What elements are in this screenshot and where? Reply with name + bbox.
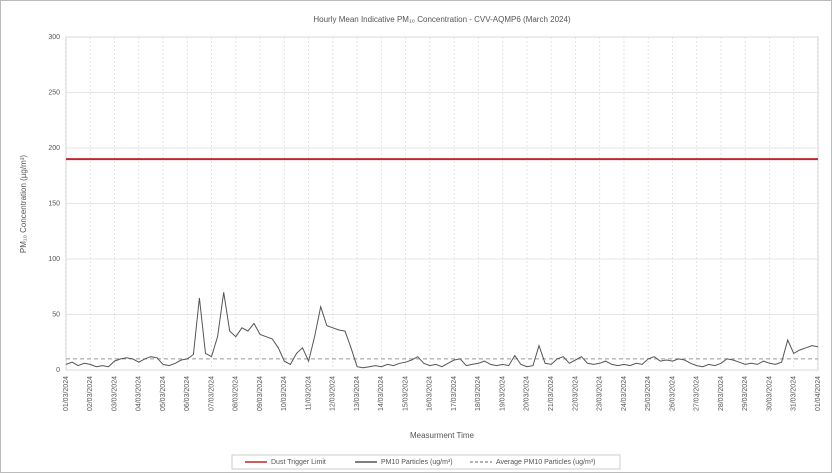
x-tick-label: 09/03/2024 (257, 376, 264, 411)
x-tick-label: 03/03/2024 (111, 376, 118, 411)
x-tick-label: 10/03/2024 (281, 376, 288, 411)
x-tick-label: 24/03/2024 (621, 376, 628, 411)
x-tick-label: 31/03/2024 (791, 376, 798, 411)
x-tick-label: 01/03/2024 (63, 376, 70, 411)
x-tick-label: 01/04/2024 (815, 376, 822, 411)
x-tick-label: 18/03/2024 (475, 376, 482, 411)
x-axis-label: Measurment Time (410, 431, 475, 440)
x-tick-label: 16/03/2024 (427, 376, 434, 411)
x-tick-label: 25/03/2024 (645, 376, 652, 411)
y-tick-label: 300 (48, 34, 60, 41)
chart-title: Hourly Mean Indicative PM₁₀ Concentratio… (313, 15, 571, 24)
x-tick-label: 19/03/2024 (499, 376, 506, 411)
x-tick-label: 04/03/2024 (136, 376, 143, 411)
x-tick-label: 30/03/2024 (766, 376, 773, 411)
y-tick-label: 100 (48, 256, 60, 263)
x-tick-label: 23/03/2024 (597, 376, 604, 411)
legend-label: Dust Trigger Limit (271, 459, 326, 466)
x-tick-label: 14/03/2024 (378, 376, 385, 411)
y-axis-label: PM₁₀ Concentration (µg/m³) (19, 155, 28, 254)
x-tick-label: 12/03/2024 (330, 376, 337, 411)
x-tick-label: 13/03/2024 (354, 376, 361, 411)
x-tick-label: 02/03/2024 (87, 376, 94, 411)
y-tick-label: 250 (48, 89, 60, 96)
y-tick-label: 200 (48, 145, 60, 152)
x-tick-label: 27/03/2024 (694, 376, 701, 411)
x-tick-label: 05/03/2024 (160, 376, 167, 411)
x-tick-label: 22/03/2024 (572, 376, 579, 411)
data-line (65, 292, 819, 369)
y-tick-label: 150 (48, 200, 60, 207)
x-tick-label: 28/03/2024 (718, 376, 725, 411)
x-tick-label: 29/03/2024 (742, 376, 749, 411)
x-tick-label: 07/03/2024 (208, 376, 215, 411)
x-tick-label: 11/03/2024 (305, 376, 312, 411)
y-tick-label: 50 (52, 311, 60, 318)
x-tick-label: 26/03/2024 (669, 376, 676, 411)
legend-label: PM10 Particles (ug/m³) (381, 459, 453, 466)
x-tick-label: 21/03/2024 (548, 376, 555, 411)
x-tick-label: 06/03/2024 (184, 376, 191, 411)
y-tick-label: 0 (56, 367, 60, 374)
x-tick-label: 08/03/2024 (233, 376, 240, 411)
x-tick-label: 17/03/2024 (451, 376, 458, 411)
legend-box (231, 454, 621, 470)
x-tick-label: 20/03/2024 (524, 376, 531, 411)
legend-label: Average PM10 Particles (ug/m³) (496, 459, 595, 466)
x-tick-label: 15/03/2024 (402, 376, 409, 411)
